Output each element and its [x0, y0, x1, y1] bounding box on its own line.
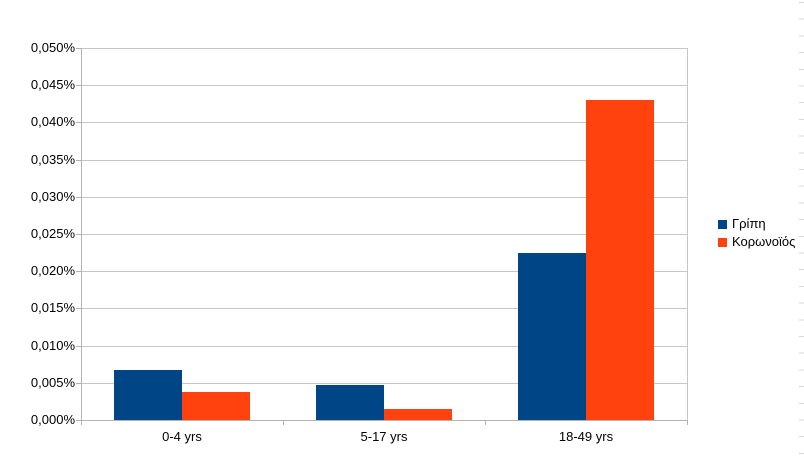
gridline [81, 234, 687, 235]
plot-right-border [687, 48, 688, 421]
y-axis-tick-label: 0,050% [30, 40, 75, 55]
legend-label: Κορωνοϊός [732, 234, 796, 249]
plot-area[interactable] [81, 48, 687, 420]
y-axis-tick-label: 0,000% [30, 412, 75, 427]
y-axis-tick-mark [76, 383, 81, 384]
y-axis-tick-mark [76, 271, 81, 272]
legend-label: Γρίπη [732, 216, 766, 231]
y-axis-tick-label: 0,025% [30, 226, 75, 241]
bar-Γρίπη-5-17 yrs[interactable] [316, 385, 384, 420]
gridline [81, 383, 687, 384]
gridline [81, 271, 687, 272]
y-axis-tick-label: 0,045% [30, 77, 75, 92]
gridline [81, 85, 687, 86]
y-axis-tick-label: 0,040% [30, 114, 75, 129]
bar-Κορωνοϊός-18-49 yrs[interactable] [586, 100, 654, 420]
y-axis-tick-mark [76, 308, 81, 309]
legend-swatch-icon [718, 219, 727, 229]
y-axis-tick-mark [76, 160, 81, 161]
gridline [81, 122, 687, 123]
x-axis-tick-mark [81, 420, 82, 425]
bar-Γρίπη-0-4 yrs[interactable] [114, 370, 182, 420]
y-axis-tick-mark [76, 122, 81, 123]
y-axis-tick-label: 0,010% [30, 338, 75, 353]
x-axis-line [81, 420, 688, 421]
x-axis-tick-mark [687, 420, 688, 425]
x-axis-tick-mark [485, 420, 486, 425]
y-axis-tick-label: 0,015% [30, 300, 75, 315]
legend[interactable]: Γρίπη Κορωνοϊός [718, 215, 795, 251]
y-axis-tick-mark [76, 197, 81, 198]
y-axis-line [81, 48, 82, 421]
gridline [81, 48, 687, 49]
x-axis-tick-mark [283, 420, 284, 425]
y-axis-tick-mark [76, 346, 81, 347]
legend-item[interactable]: Κορωνοϊός [718, 233, 795, 251]
x-axis-category-label: 5-17 yrs [360, 429, 408, 444]
y-axis-tick-mark [76, 85, 81, 86]
legend-swatch-icon [718, 237, 727, 247]
y-axis-tick-label: 0,005% [30, 375, 75, 390]
gridline [81, 160, 687, 161]
y-axis-tick-label: 0,035% [30, 152, 75, 167]
x-axis-category-label: 0-4 yrs [162, 429, 202, 444]
gridline [81, 346, 687, 347]
spreadsheet-row-gridline-marks [799, 2, 804, 466]
y-axis-tick-mark [76, 420, 81, 421]
y-axis-tick-mark [76, 48, 81, 49]
bar-Γρίπη-18-49 yrs[interactable] [518, 253, 586, 420]
y-axis-tick-mark [76, 234, 81, 235]
gridline [81, 308, 687, 309]
bar-Κορωνοϊός-0-4 yrs[interactable] [182, 392, 250, 420]
x-axis-category-label: 18-49 yrs [558, 429, 614, 444]
legend-item[interactable]: Γρίπη [718, 215, 795, 233]
gridline [81, 197, 687, 198]
y-axis-tick-label: 0,020% [30, 263, 75, 278]
y-axis-tick-label: 0,030% [30, 189, 75, 204]
bar-Κορωνοϊός-5-17 yrs[interactable] [384, 409, 452, 420]
